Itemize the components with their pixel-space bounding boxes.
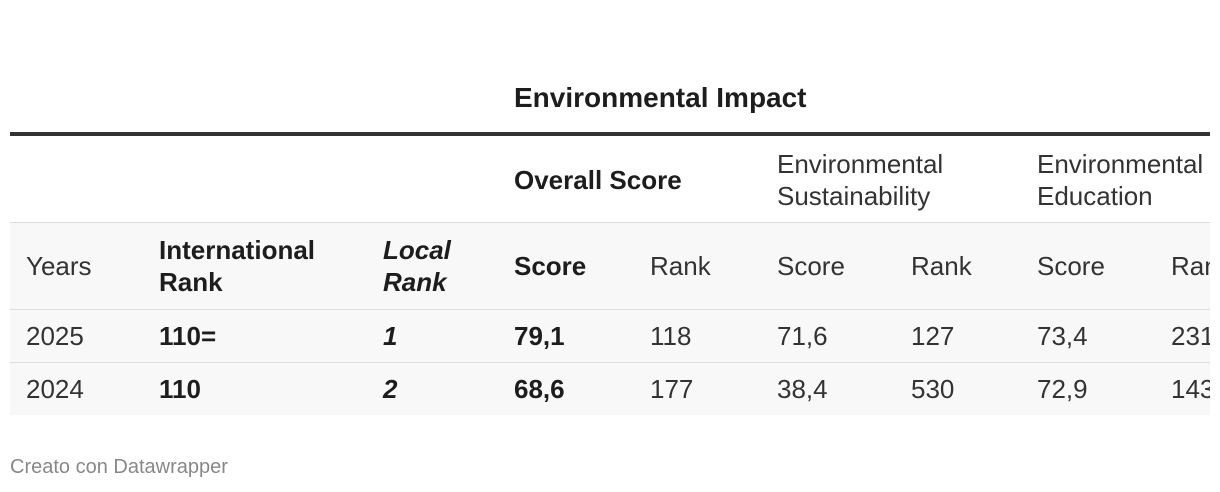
cell-education-rank: 231 [1171, 321, 1210, 351]
group-header-line: Environmental [1037, 149, 1204, 179]
cell-international-rank: 110= [159, 321, 217, 351]
cell-sustainability-rank: 127 [911, 321, 955, 351]
cell-sustainability-score: 71,6 [777, 321, 828, 351]
col-header-line: Rank [159, 267, 223, 297]
column-header-row: Years International Rank Local Rank Scor… [10, 223, 1210, 310]
cell-overall-rank: 177 [650, 374, 694, 404]
top-rule [10, 132, 1210, 136]
col-header-line: International [159, 235, 316, 265]
column-group-row: Overall Score Environmental Sustainabili… [10, 138, 1210, 223]
col-header-line: Rank [383, 267, 447, 297]
group-header-overall-score: Overall Score [514, 165, 682, 195]
cell-years: 2024 [26, 374, 84, 404]
cell-sustainability-rank: 530 [911, 374, 955, 404]
credit-link[interactable]: Creato con Datawrapper [10, 456, 228, 478]
col-header-overall-score: Score [514, 251, 587, 281]
cell-education-score: 73,4 [1037, 321, 1088, 351]
group-header-line: Sustainability [777, 181, 931, 211]
cell-international-rank: 110 [159, 374, 201, 404]
col-header-sustainability-rank: Rank [911, 251, 972, 281]
col-header-international-rank: International Rank [159, 234, 315, 298]
cell-overall-score: 68,6 [514, 374, 565, 404]
group-header-environmental-sustainability: Environmental Sustainability [777, 148, 943, 212]
cell-sustainability-score: 38,4 [777, 374, 828, 404]
cell-education-score: 72,9 [1037, 374, 1088, 404]
col-header-overall-rank: Rank [650, 251, 711, 281]
cell-years: 2025 [26, 321, 84, 351]
col-header-sustainability-score: Score [777, 251, 845, 281]
cell-local-rank: 2 [383, 374, 398, 404]
col-header-years: Years [26, 251, 92, 281]
table-container: Environmental Impact Overall Score Envir… [10, 0, 1210, 492]
col-header-education-score: Score [1037, 251, 1105, 281]
col-header-line: Local [383, 235, 451, 265]
col-header-local-rank: Local Rank [383, 234, 451, 298]
group-header-environmental-education: Environmental Education [1037, 148, 1203, 212]
cell-local-rank: 1 [383, 321, 398, 351]
table-row: 2025 110= 1 79,1 118 71,6 127 73,4 231 [10, 310, 1210, 363]
table-row: 2024 110 2 68,6 177 38,4 530 72,9 143 [10, 363, 1210, 415]
table-title: Environmental Impact [514, 82, 807, 113]
cell-overall-score: 79,1 [514, 321, 565, 351]
col-header-education-rank: Rank [1171, 251, 1210, 281]
group-header-line: Environmental [777, 149, 944, 179]
cell-education-rank: 143 [1171, 374, 1210, 404]
group-header-line: Education [1037, 181, 1153, 211]
cell-overall-rank: 118 [650, 321, 692, 351]
